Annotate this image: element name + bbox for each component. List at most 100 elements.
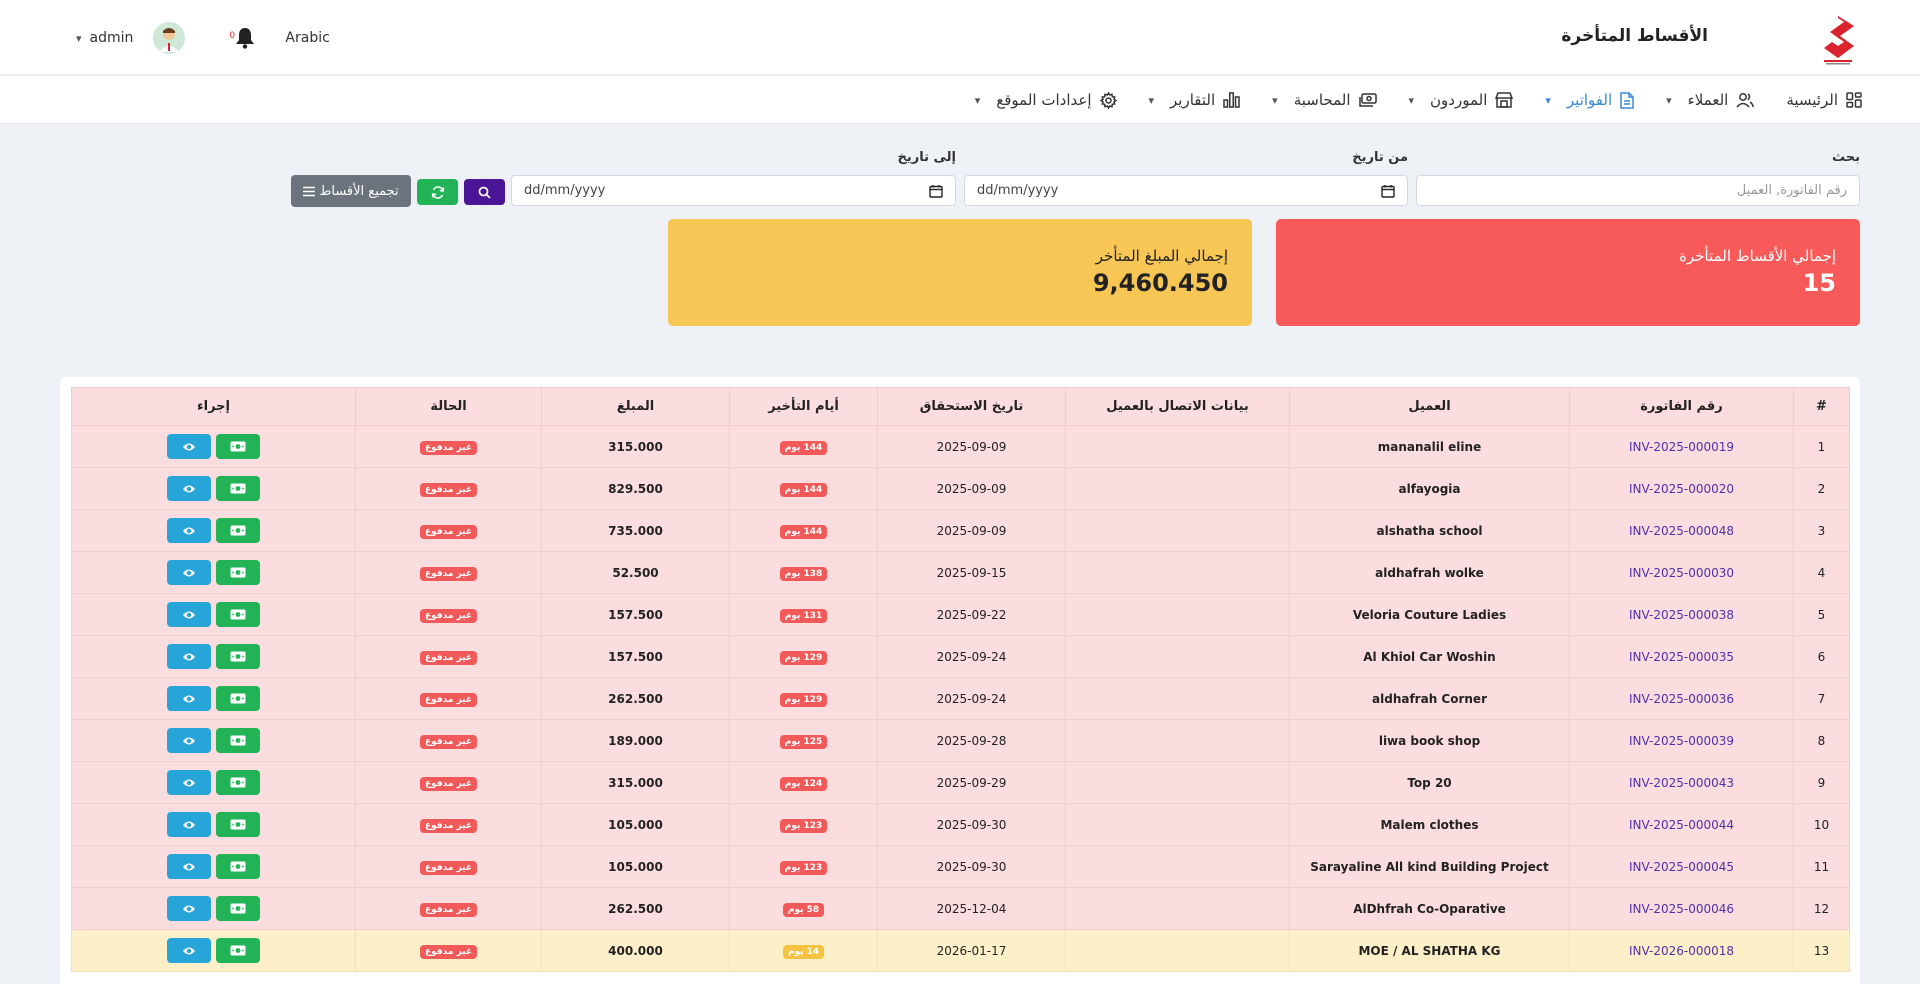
pay-button[interactable]: [216, 854, 260, 879]
chevron-down-icon: ▾: [1408, 93, 1415, 107]
view-button[interactable]: [167, 854, 211, 879]
days-late-badge: 129 يوم: [779, 692, 828, 707]
to-date-label: إلى تاريخ: [897, 150, 956, 165]
invoice-link[interactable]: INV-2025-000048: [1569, 509, 1794, 552]
pay-button[interactable]: [216, 770, 260, 795]
nav-site-settings[interactable]: إعدادات الموقع ▾: [975, 91, 1117, 109]
view-button[interactable]: [167, 602, 211, 627]
list-icon: [303, 186, 316, 196]
from-date-input[interactable]: dd/mm/yyyy: [964, 175, 1408, 206]
amount: 400.000: [541, 929, 730, 972]
bar-chart-icon: [1223, 92, 1240, 108]
row-index: 2: [1793, 467, 1850, 510]
view-button[interactable]: [167, 434, 211, 459]
installments-table-container: # رقم الفاتورة العميل بيانات الاتصال بال…: [60, 377, 1860, 984]
group-installments-button[interactable]: تجميع الأقساط: [291, 175, 411, 207]
invoice-link[interactable]: INV-2025-000036: [1569, 677, 1794, 720]
view-button[interactable]: [167, 644, 211, 669]
view-button[interactable]: [167, 686, 211, 711]
table-row: 13 INV-2026-000018 MOE / AL SHATHA KG 2026-…: [71, 929, 1850, 972]
money-icon: [230, 903, 246, 914]
invoice-link[interactable]: INV-2025-000043: [1569, 761, 1794, 804]
pay-button[interactable]: [216, 602, 260, 627]
header-status: الحالة: [355, 387, 542, 426]
overdue-count-card: إجمالي الأقساط المتأخرة 15: [1276, 219, 1860, 326]
table-row: 5 INV-2025-000038 Veloria Couture Ladies 20…: [71, 593, 1850, 636]
nav-accounting[interactable]: المحاسبة ▾: [1272, 91, 1377, 109]
due-date: 2025-09-30: [877, 803, 1066, 846]
invoice-link[interactable]: INV-2025-000035: [1569, 635, 1794, 678]
user-menu[interactable]: ▾ admin: [76, 30, 133, 46]
view-button[interactable]: [167, 560, 211, 585]
chevron-down-icon: ▾: [1666, 93, 1672, 107]
search-input[interactable]: رقم الفاتورة, العميل: [1416, 175, 1860, 206]
calendar-icon[interactable]: [1381, 184, 1395, 198]
money-icon: [230, 945, 246, 956]
nav-customers-label: العملاء: [1687, 91, 1729, 109]
row-index: 5: [1793, 593, 1850, 636]
client-name: aldhafrah wolke: [1289, 551, 1570, 594]
eye-icon: [183, 527, 195, 534]
days-late-cell: 144 يوم: [729, 467, 878, 510]
header-action: إجراء: [71, 387, 356, 426]
view-button[interactable]: [167, 896, 211, 921]
view-button[interactable]: [167, 770, 211, 795]
invoice-link[interactable]: INV-2025-000030: [1569, 551, 1794, 594]
invoice-link[interactable]: INV-2026-000018: [1569, 929, 1794, 972]
status-badge: غير مدفوع: [419, 692, 477, 707]
pay-button[interactable]: [216, 686, 260, 711]
pay-button[interactable]: [216, 560, 260, 585]
nav-home[interactable]: الرئيسية: [1786, 91, 1862, 109]
due-date: 2025-12-04: [877, 887, 1066, 930]
search-icon: [478, 186, 491, 199]
invoice-link[interactable]: INV-2025-000019: [1569, 425, 1794, 468]
days-late-cell: 14 يوم: [729, 929, 878, 972]
header-index: #: [1793, 387, 1850, 426]
table-row: 7 INV-2025-000036 aldhafrah Corner 2025-09-…: [71, 677, 1850, 720]
pay-button[interactable]: [216, 728, 260, 753]
pay-button[interactable]: [216, 518, 260, 543]
notifications-button[interactable]: 0: [229, 25, 257, 51]
language-switcher[interactable]: Arabic: [285, 30, 330, 46]
invoice-link[interactable]: INV-2025-000046: [1569, 887, 1794, 930]
pay-button[interactable]: [216, 476, 260, 501]
status-badge: غير مدفوع: [419, 860, 477, 875]
row-actions: [167, 770, 260, 795]
invoice-link[interactable]: INV-2025-000039: [1569, 719, 1794, 762]
pay-button[interactable]: [216, 644, 260, 669]
to-date-input[interactable]: dd/mm/yyyy: [511, 175, 956, 206]
nav-customers[interactable]: العملاء ▾: [1666, 91, 1755, 109]
nav-invoices[interactable]: الفواتير ▾: [1545, 91, 1634, 109]
invoice-link[interactable]: INV-2025-000044: [1569, 803, 1794, 846]
view-button[interactable]: [167, 938, 211, 963]
brand-logo[interactable]: [1810, 10, 1866, 66]
invoice-link[interactable]: INV-2025-000045: [1569, 845, 1794, 888]
pay-button[interactable]: [216, 896, 260, 921]
view-button[interactable]: [167, 518, 211, 543]
nav-reports[interactable]: التقارير ▾: [1149, 91, 1241, 109]
search-label: بحث: [1831, 150, 1860, 165]
days-late-cell: 123 يوم: [729, 803, 878, 846]
client-name: Veloria Couture Ladies: [1289, 593, 1570, 636]
refresh-button[interactable]: [417, 179, 458, 205]
invoice-link[interactable]: INV-2025-000038: [1569, 593, 1794, 636]
view-button[interactable]: [167, 728, 211, 753]
pay-button[interactable]: [216, 812, 260, 837]
pay-button[interactable]: [216, 938, 260, 963]
avatar[interactable]: [153, 22, 186, 54]
row-index: 13: [1793, 929, 1850, 972]
calendar-icon[interactable]: [929, 184, 943, 198]
nav-suppliers[interactable]: الموردون ▾: [1409, 91, 1514, 109]
money-icon: [230, 441, 246, 452]
days-late-badge: 124 يوم: [779, 776, 828, 791]
view-button[interactable]: [167, 812, 211, 837]
invoice-link[interactable]: INV-2025-000020: [1569, 467, 1794, 510]
search-button[interactable]: [464, 179, 505, 205]
pay-button[interactable]: [216, 434, 260, 459]
eye-icon: [183, 863, 195, 870]
money-icon: [230, 819, 246, 830]
client-contact: [1065, 551, 1290, 594]
view-button[interactable]: [167, 476, 211, 501]
from-date-placeholder: dd/mm/yyyy: [977, 183, 1059, 198]
amount: 157.500: [541, 635, 730, 678]
